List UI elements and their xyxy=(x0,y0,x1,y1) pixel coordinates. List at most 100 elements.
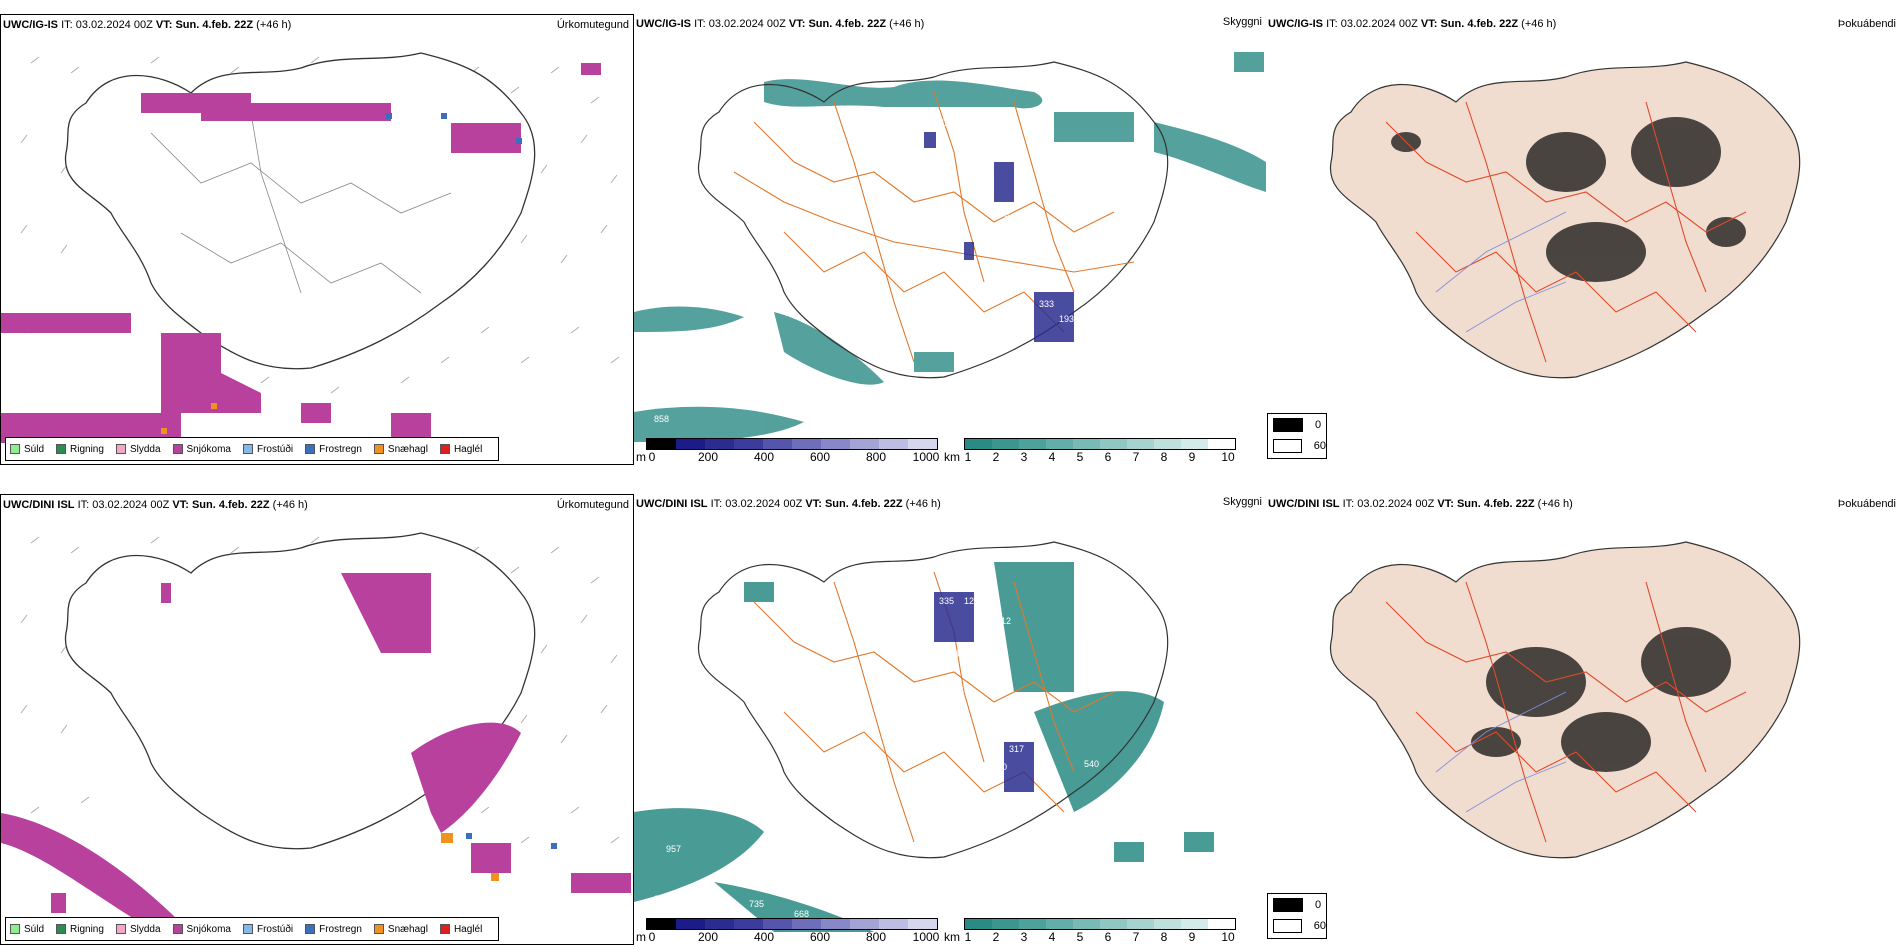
fog-map-top xyxy=(1329,61,1801,379)
visibility-tick: 5 xyxy=(1076,450,1084,464)
panel-header: UWC/IG-IS IT: 03.02.2024 00Z VT: Sun. 4.… xyxy=(1268,18,1557,30)
value-label: 949 xyxy=(654,894,669,904)
height-tick: 600 xyxy=(809,450,831,464)
value-label: 193 xyxy=(1059,314,1074,324)
visibility-tick: 3 xyxy=(1020,930,1028,944)
fog-legend-max: 60 xyxy=(1313,439,1326,452)
legend-rain: Rigning xyxy=(56,924,104,935)
height-tick: 1000 xyxy=(912,450,940,464)
fog-map-bottom xyxy=(1329,541,1801,859)
legend-freezing-drizzle: Frostúði xyxy=(242,924,293,935)
visibility-unit: km xyxy=(944,930,960,944)
legend-rain: Rigning xyxy=(56,444,104,455)
value-label: 357 xyxy=(954,686,969,696)
height-tick: 400 xyxy=(753,450,775,464)
height-scale: m 0 200 400 600 800 1000 xyxy=(636,438,939,468)
value-label: 183 xyxy=(944,649,959,659)
value-label: 668 xyxy=(794,909,809,919)
legend-freezing-drizzle: Frostúði xyxy=(242,444,293,455)
panel-title: Þokuábendi xyxy=(1837,498,1896,510)
value-label: 317 xyxy=(1009,744,1024,754)
legend-snow: Snjókoma xyxy=(172,444,231,455)
fog-legend: 0 60 xyxy=(1267,413,1327,459)
legend-freezing-rain: Frostregn xyxy=(305,444,362,455)
cloud-map-top: 712 589 38 22 35 11 333 193 858 xyxy=(634,52,1266,442)
value-label: 346 xyxy=(979,639,994,649)
cloud-panel-top: UWC/IG-IS IT: 03.02.2024 00Z VT: Sun. 4.… xyxy=(634,14,1266,464)
value-label: 735 xyxy=(749,899,764,909)
precip-map-top xyxy=(1,52,620,443)
visibility-tick: 8 xyxy=(1160,930,1168,944)
height-tick: 200 xyxy=(697,450,719,464)
value-label: 335 xyxy=(939,596,954,606)
fog-legend-min: 0 xyxy=(1315,418,1322,431)
value-label: 38 xyxy=(994,128,1004,138)
cloud-map-bottom: 335 123 312 183 346 357 317 520 352 540 … xyxy=(634,541,1214,932)
visibility-tick: 7 xyxy=(1132,450,1140,464)
cloud-panel-bottom: UWC/DINI ISL IT: 03.02.2024 00Z VT: Sun.… xyxy=(634,494,1266,944)
value-label: 312 xyxy=(996,616,1011,626)
value-label: 712 xyxy=(939,118,954,128)
height-tick: 1000 xyxy=(912,930,940,944)
panel-title: Úrkomutegund xyxy=(556,19,629,31)
visibility-tick: 9 xyxy=(1188,930,1196,944)
legend-snow-grains: Snæhagl xyxy=(373,444,428,455)
panel-title: Skyggni xyxy=(1222,496,1262,508)
value-label: 858 xyxy=(654,414,669,424)
fog-panel-bottom: UWC/DINI ISL IT: 03.02.2024 00Z VT: Sun.… xyxy=(1266,494,1900,943)
value-label: 957 xyxy=(666,844,681,854)
legend-drizzle: Súld xyxy=(10,924,44,935)
value-label: 589 xyxy=(972,116,987,126)
visibility-tick: 4 xyxy=(1048,930,1056,944)
height-tick: 800 xyxy=(865,450,887,464)
legend-hail: Haglél xyxy=(439,444,482,455)
visibility-tick: 10 xyxy=(1221,930,1235,944)
visibility-tick: 5 xyxy=(1076,930,1084,944)
legend-hail: Haglél xyxy=(439,924,482,935)
panel-header: UWC/DINI ISL IT: 03.02.2024 00Z VT: Sun.… xyxy=(1268,498,1573,510)
height-tick: 800 xyxy=(865,930,887,944)
visibility-tick: 2 xyxy=(992,450,1000,464)
value-label: 35 xyxy=(999,209,1009,219)
height-scale: m 0 200 400 600 800 1000 xyxy=(636,918,939,948)
height-tick: 0 xyxy=(648,450,656,464)
visibility-tick: 6 xyxy=(1104,930,1112,944)
fog-panel-top: UWC/IG-IS IT: 03.02.2024 00Z VT: Sun. 4.… xyxy=(1266,14,1900,463)
precip-type-panel-top: UWC/IG-IS IT: 03.02.2024 00Z VT: Sun. 4.… xyxy=(0,14,634,465)
precip-legend: Súld Rigning Slydda Snjókoma Frostúði Fr… xyxy=(5,437,500,461)
fog-legend-max: 60 xyxy=(1313,919,1326,932)
legend-snow-grains: Snæhagl xyxy=(373,924,428,935)
legend-drizzle: Súld xyxy=(10,444,44,455)
visibility-tick: 1 xyxy=(964,450,972,464)
panel-header: UWC/IG-IS IT: 03.02.2024 00Z VT: Sun. 4.… xyxy=(3,19,292,31)
height-tick: 400 xyxy=(753,930,775,944)
precip-legend: Súld Rigning Slydda Snjókoma Frostúði Fr… xyxy=(5,917,500,941)
panel-header: UWC/IG-IS IT: 03.02.2024 00Z VT: Sun. 4.… xyxy=(636,18,925,30)
height-unit: m xyxy=(636,450,646,464)
visibility-tick: 1 xyxy=(964,930,972,944)
value-label: 366 xyxy=(1044,784,1059,794)
legend-freezing-rain: Frostregn xyxy=(305,924,362,935)
legend-sleet: Slydda xyxy=(115,444,161,455)
visibility-tick: 10 xyxy=(1221,450,1235,464)
height-tick: 600 xyxy=(809,930,831,944)
visibility-tick: 4 xyxy=(1048,450,1056,464)
value-label: 22 xyxy=(989,224,999,234)
visibility-scale: km 1 2 3 4 5 6 7 8 9 10 xyxy=(944,438,1244,468)
value-label: 11 xyxy=(1014,314,1023,324)
legend-snow: Snjókoma xyxy=(172,924,231,935)
height-unit: m xyxy=(636,930,646,944)
panel-title: Skyggni xyxy=(1222,16,1262,28)
fog-legend: 0 60 xyxy=(1267,893,1327,939)
value-label: 540 xyxy=(1084,759,1099,769)
panel-title: Úrkomutegund xyxy=(556,499,629,511)
precip-map-bottom xyxy=(1,532,631,923)
visibility-tick: 6 xyxy=(1104,450,1112,464)
value-label: 352 xyxy=(1039,762,1054,772)
fog-legend-min: 0 xyxy=(1315,898,1322,911)
legend-sleet: Slydda xyxy=(115,924,161,935)
value-label: 520 xyxy=(992,762,1007,772)
visibility-tick: 8 xyxy=(1160,450,1168,464)
panel-header: UWC/DINI ISL IT: 03.02.2024 00Z VT: Sun.… xyxy=(3,499,308,511)
panel-title: Þokuábendi xyxy=(1837,18,1896,30)
